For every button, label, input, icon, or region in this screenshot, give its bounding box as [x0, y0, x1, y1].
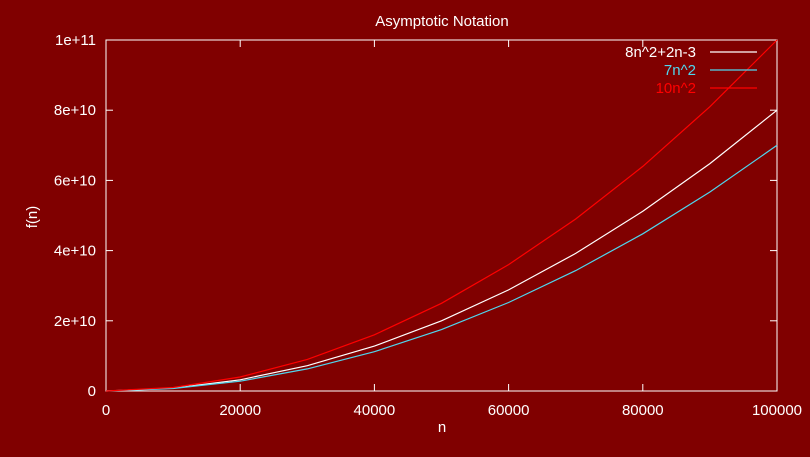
y-axis-label: f(n)	[24, 206, 41, 229]
x-tick-label: 100000	[752, 402, 802, 419]
y-tick-label: 2e+10	[54, 313, 96, 330]
x-axis-label: n	[438, 419, 446, 436]
x-tick-label: 20000	[219, 402, 261, 419]
y-tick-label: 1e+11	[55, 32, 96, 49]
legend-label-2: 10n^2	[656, 80, 696, 97]
y-tick-label: 4e+10	[54, 243, 96, 260]
y-tick-label: 8e+10	[54, 102, 96, 119]
y-tick-label: 6e+10	[54, 172, 96, 189]
plot-frame	[105, 39, 778, 392]
legend-label-1: 7n^2	[664, 62, 696, 79]
legend-label-0: 8n^2+2n-3	[625, 44, 696, 61]
series-layer	[105, 39, 778, 392]
series-line-2	[105, 39, 778, 392]
x-tick-label: 60000	[488, 402, 530, 419]
series-line-1	[105, 144, 778, 392]
axes: 0 20000 40000 60000 80000 100000 0 2e+10 4e+10 6e…	[54, 32, 802, 419]
chart-title: Asymptotic Notation	[375, 13, 508, 30]
x-tick-label: 0	[102, 402, 110, 419]
x-tick-label: 40000	[354, 402, 396, 419]
series-line-0	[105, 109, 778, 392]
x-tick-label: 80000	[622, 402, 664, 419]
y-tick-label: 0	[88, 383, 96, 400]
